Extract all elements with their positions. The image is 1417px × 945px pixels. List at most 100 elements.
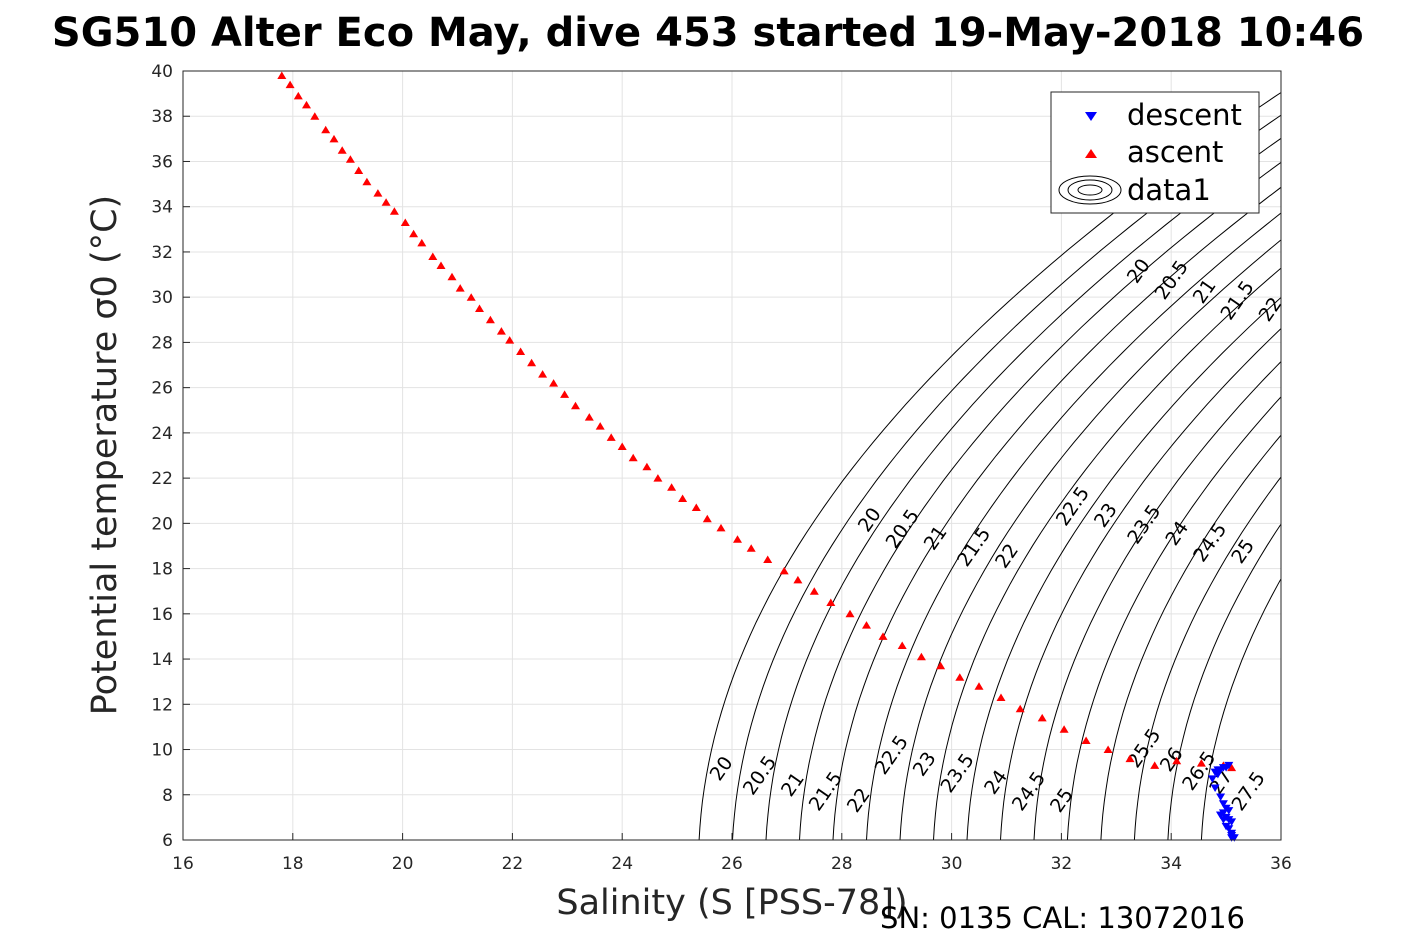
ascent-marker — [496, 327, 506, 335]
ascent-marker — [321, 125, 331, 134]
y-tick-label: 18 — [151, 560, 173, 580]
x-tick-label: 16 — [172, 854, 194, 874]
ascent-marker — [809, 587, 819, 595]
ascent-marker — [584, 413, 594, 421]
ascent-marker — [936, 661, 946, 670]
contour-line-26-5 — [1133, 476, 1281, 840]
ascent-marker — [916, 652, 926, 661]
ascent-marker — [505, 336, 515, 344]
serial-calibration-label: SN: 0135 CAL: 13072016 — [880, 901, 1245, 935]
ascent-marker — [389, 207, 399, 215]
ascent-marker — [527, 358, 537, 367]
y-tick-label: 38 — [151, 107, 173, 127]
ascent-marker — [277, 71, 287, 79]
y-tick-label: 14 — [151, 650, 173, 670]
ascent-marker — [1196, 759, 1206, 767]
ascent-marker — [606, 433, 616, 441]
descent-marker — [1216, 793, 1226, 801]
legend-ascent-label: ascent — [1127, 135, 1223, 169]
ascent-marker — [779, 566, 789, 575]
x-tick-label: 36 — [1270, 854, 1292, 874]
contour-line-24 — [966, 296, 1281, 840]
contour-line-23 — [899, 239, 1281, 840]
ascent-marker — [878, 632, 888, 640]
y-tick-label: 40 — [151, 62, 173, 82]
descent-marker — [1218, 800, 1228, 808]
ascent-marker — [845, 609, 855, 618]
ascent-marker — [549, 379, 559, 387]
x-tick-label: 32 — [1051, 854, 1073, 874]
legend: descent ascent data1 — [1050, 91, 1260, 214]
ascent-marker — [793, 575, 803, 584]
contour-line-22 — [832, 186, 1281, 840]
ascent-marker — [1103, 745, 1113, 753]
x-tick-label: 28 — [831, 854, 853, 874]
ascent-marker — [617, 442, 627, 450]
ascent-marker — [716, 523, 726, 532]
contour-line-27 — [1167, 523, 1281, 840]
ascent-marker — [642, 462, 652, 471]
y-tick-label: 32 — [151, 243, 173, 263]
ascent-marker — [417, 238, 427, 247]
x-tick-label: 26 — [721, 854, 743, 874]
x-tick-label: 30 — [941, 854, 963, 874]
ascent-marker — [678, 494, 688, 502]
ascent-marker — [400, 218, 410, 226]
y-tick-label: 34 — [151, 198, 173, 218]
ascent-marker — [381, 198, 391, 206]
descent-marker — [1213, 770, 1223, 779]
descent-marker — [1227, 834, 1237, 842]
ascent-marker — [862, 621, 871, 629]
contour-line-26 — [1100, 434, 1281, 840]
ascent-marker — [516, 347, 526, 355]
y-axis-label: Potential temperature σ0 (°C) — [85, 195, 125, 715]
y-tick-label: 10 — [151, 741, 173, 761]
y-tick-label: 24 — [151, 424, 173, 444]
chart-title: SG510 Alter Eco May, dive 453 started 19… — [52, 10, 1364, 56]
ascent-marker — [329, 134, 339, 143]
ascent-marker — [733, 535, 742, 543]
legend-descent-marker — [1085, 112, 1097, 121]
ascent-marker — [538, 370, 548, 378]
ascent-marker — [373, 189, 383, 197]
x-axis-label: Salinity (S [PSS-78]) — [556, 883, 907, 923]
legend-descent-label: descent — [1127, 98, 1242, 132]
ascent-marker — [560, 390, 570, 398]
ascent-marker — [285, 80, 295, 89]
y-tick-label: 12 — [151, 695, 173, 715]
ascent-marker — [628, 453, 638, 462]
descent-series — [1207, 761, 1239, 842]
x-tick-label: 20 — [392, 854, 414, 874]
descent-marker — [1207, 775, 1217, 783]
descent-marker — [1224, 825, 1234, 833]
ascent-marker — [667, 483, 677, 491]
y-tick-label: 6 — [162, 831, 173, 851]
ascent-marker — [310, 112, 320, 120]
x-axis-ticks: 16 18 20 22 24 26 28 30 32 34 36 — [172, 833, 1292, 874]
ascent-marker — [653, 474, 663, 482]
ascent-marker — [302, 100, 311, 109]
ascent-marker — [447, 272, 457, 281]
ascent-marker — [1227, 763, 1237, 772]
ascent-marker — [485, 315, 495, 324]
contour-line-23-5 — [933, 267, 1281, 840]
ascent-marker — [702, 514, 712, 523]
x-tick-label: 34 — [1160, 854, 1182, 874]
descent-marker — [1224, 807, 1234, 815]
y-tick-label: 36 — [151, 152, 173, 172]
descent-marker — [1216, 811, 1226, 820]
contour-line-27-5 — [1200, 577, 1281, 840]
x-tick-label: 24 — [611, 854, 633, 874]
ascent-marker — [354, 166, 364, 174]
y-tick-label: 8 — [162, 786, 173, 806]
ascent-marker — [1037, 713, 1047, 722]
ascent-marker — [763, 555, 773, 563]
descent-marker — [1210, 784, 1220, 792]
ascent-marker — [1125, 754, 1135, 763]
ascent-marker — [1059, 725, 1069, 733]
y-tick-label: 28 — [151, 333, 173, 353]
ascent-marker — [974, 682, 984, 690]
ascent-marker — [746, 544, 756, 552]
ascent-marker — [409, 229, 419, 238]
contour-line-22-5 — [866, 212, 1281, 840]
